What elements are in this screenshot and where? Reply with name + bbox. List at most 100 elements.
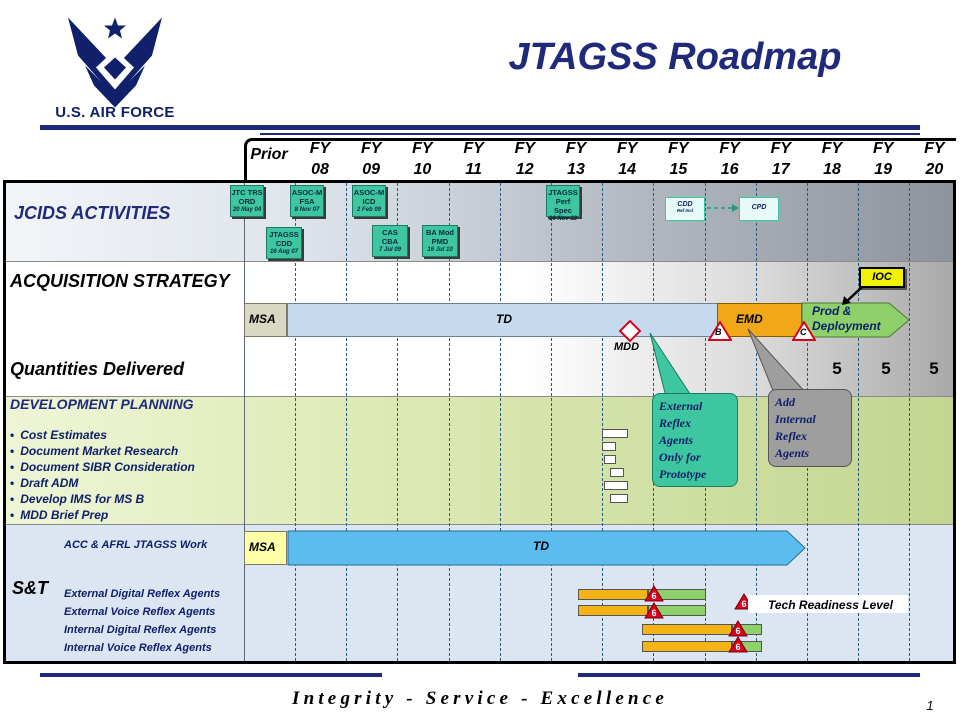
column-header-fy: FY 16	[719, 140, 740, 178]
trl-marker-icon: 6	[728, 620, 748, 637]
column-header-fy: FY 17	[770, 140, 792, 178]
trl-bar-int-digital-orange	[642, 624, 732, 635]
header-rule-thin	[260, 133, 920, 135]
acq-td-label: TD	[496, 312, 512, 326]
year-gridline	[295, 183, 296, 661]
band-divider	[6, 524, 953, 525]
quantity-fy20: 5	[929, 359, 939, 378]
air-force-wings-logo	[68, 17, 162, 108]
st-row-label: Internal Voice Reflex Agents	[64, 642, 212, 654]
trl-bar-ext-digital-orange	[578, 589, 648, 600]
column-header-fy: FY 10	[412, 140, 433, 178]
footer-rule-right	[578, 673, 920, 677]
jcids-box-asoc-icd: ASOC-M ICD 2 Feb 09	[352, 185, 386, 217]
st-msa-label: MSA	[249, 540, 276, 554]
column-header-fy: FY 08	[309, 140, 331, 178]
st-row-label: External Voice Reflex Agents	[64, 606, 216, 618]
section-label-st: S&T	[12, 578, 48, 598]
column-header-frame	[244, 138, 956, 182]
jcids-box-future-cdd: CDD Ref Incl	[665, 197, 705, 221]
trl-marker-icon: 6	[644, 602, 664, 619]
trl-marker-value: 6	[735, 626, 740, 636]
st-row-label: Internal Digital Reflex Agents	[64, 624, 217, 636]
development-task-list: Cost Estimates Document Market Research …	[10, 427, 195, 523]
ioc-arrow-icon	[842, 286, 863, 305]
mdd-diamond-icon	[618, 319, 642, 343]
column-header-fy: FY 09	[360, 140, 382, 178]
st-work-label: ACC & AFRL JTAGSS Work	[64, 539, 208, 551]
column-header-fy: FY 11	[463, 140, 484, 178]
header-rule	[40, 125, 920, 130]
trl-marker-icon: 6	[728, 636, 748, 653]
trl-marker-icon: 6	[644, 585, 664, 602]
page-number: 1	[926, 698, 934, 713]
column-header-fy: FY 18	[821, 140, 843, 178]
jcids-box-jtc-trs-ord: JTC TRS ORD 20 May 04	[230, 185, 264, 217]
trl-marker-value: 6	[741, 599, 746, 609]
quantity-fy18: 5	[832, 359, 842, 378]
callout-internal-reflex-agents: Add Internal Reflex Agents	[768, 389, 852, 467]
jcids-band	[6, 183, 953, 261]
prod-label: Prod & Deployment	[812, 304, 881, 333]
footer-motto: Integrity - Service - Excellence	[291, 688, 669, 709]
jcids-box-jtagss-cdd: JTAGSS CDD 16 Aug 07	[266, 227, 302, 259]
column-header-fy: FY 14	[616, 140, 638, 178]
jcids-box-jtagss-perf-spec: JTAGSS Perf Spec 16 Nov 12	[546, 185, 580, 222]
column-header-fy: FY 19	[872, 140, 894, 178]
milestone-c-label: C	[800, 327, 807, 337]
year-gridline	[346, 183, 348, 661]
acq-msa-label: MSA	[249, 312, 276, 326]
year-gridline	[244, 183, 245, 661]
footer-rule-left	[40, 673, 382, 677]
list-item: MDD Brief Prep	[10, 507, 195, 523]
list-item: Cost Estimates	[10, 427, 195, 443]
roadmap-grid: JCIDS ACTIVITIES ACQUISITION STRATEGY Qu…	[3, 180, 956, 664]
milestone-b-icon	[708, 321, 732, 341]
column-header-fy: FY 20	[924, 140, 945, 178]
page-title: JTAGSS Roadmap	[508, 36, 842, 78]
list-item: Document Market Research	[10, 443, 195, 459]
list-item: Draft ADM	[10, 475, 195, 491]
year-gridline	[909, 183, 911, 661]
trl-marker-value: 6	[651, 608, 656, 618]
year-gridline	[551, 183, 552, 661]
year-gridline	[602, 183, 604, 661]
column-header-prior: Prior	[250, 146, 288, 163]
list-item: Develop IMS for MS B	[10, 491, 195, 507]
task-marker	[610, 468, 624, 477]
acq-td-bar: TD	[287, 303, 718, 337]
band-divider	[6, 261, 953, 262]
jcids-box-ba-mod-pmd: BA Mod PMD 16 Jul 10	[422, 225, 458, 257]
ioc-box: IOC	[859, 267, 905, 288]
section-label-quantities: Quantities Delivered	[10, 359, 185, 379]
column-header-fy: FY 13	[565, 140, 587, 178]
year-gridline	[499, 183, 501, 661]
acq-msa-box: MSA	[244, 303, 287, 337]
year-gridline	[755, 183, 757, 661]
section-label-acquisition: ACQUISITION STRATEGY	[10, 271, 230, 291]
st-td-label: TD	[533, 539, 549, 553]
st-td-arrow	[287, 530, 806, 566]
task-marker	[602, 442, 616, 451]
list-item: Document SIBR Consideration	[10, 459, 195, 475]
acq-emd-label: EMD	[736, 312, 763, 326]
task-marker	[604, 455, 616, 464]
trl-legend-box	[748, 595, 908, 613]
trl-bar-int-voice-orange	[642, 641, 732, 652]
milestone-b-label: B	[715, 327, 722, 337]
st-msa-box: MSA	[244, 531, 287, 565]
trl-bar-ext-voice-green	[648, 605, 706, 616]
trl-bar-ext-voice-orange	[578, 605, 648, 616]
task-marker	[610, 494, 628, 503]
section-label-jcids: JCIDS ACTIVITIES	[14, 203, 171, 223]
logo-text: U.S. AIR FORCE	[55, 104, 175, 121]
jcids-box-cpd: CPD	[739, 197, 779, 221]
column-header-fy: FY 12	[514, 140, 536, 178]
year-gridline	[397, 183, 399, 661]
section-label-development: DEVELOPMENT PLANNING	[10, 396, 194, 412]
column-header-fy: FY 15	[668, 140, 689, 178]
trl-legend-text: Tech Readiness Level	[768, 598, 893, 612]
jcids-box-cas-cba: CAS CBA 7 Jul 09	[372, 225, 408, 257]
jcids-box-asoc-fsa: ASOC-M FSA 8 Nov 07	[290, 185, 324, 217]
band-divider	[6, 396, 953, 397]
